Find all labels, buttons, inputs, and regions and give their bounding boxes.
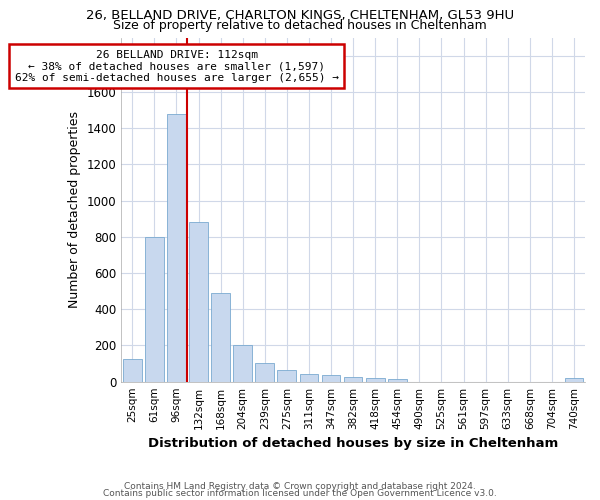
Bar [366, 378, 385, 382]
Text: 26, BELLAND DRIVE, CHARLTON KINGS, CHELTENHAM, GL53 9HU: 26, BELLAND DRIVE, CHARLTON KINGS, CHELT… [86, 9, 514, 22]
Text: Contains HM Land Registry data © Crown copyright and database right 2024.: Contains HM Land Registry data © Crown c… [124, 482, 476, 491]
Bar [233, 344, 252, 382]
Bar [388, 379, 407, 382]
Bar [123, 359, 142, 382]
Y-axis label: Number of detached properties: Number of detached properties [68, 111, 81, 308]
Text: Size of property relative to detached houses in Cheltenham: Size of property relative to detached ho… [113, 19, 487, 32]
Bar [344, 376, 362, 382]
Bar [256, 362, 274, 382]
Text: Contains public sector information licensed under the Open Government Licence v3: Contains public sector information licen… [103, 489, 497, 498]
Bar [211, 293, 230, 382]
Bar [299, 374, 319, 382]
X-axis label: Distribution of detached houses by size in Cheltenham: Distribution of detached houses by size … [148, 437, 558, 450]
Bar [189, 222, 208, 382]
Text: 26 BELLAND DRIVE: 112sqm
← 38% of detached houses are smaller (1,597)
62% of sem: 26 BELLAND DRIVE: 112sqm ← 38% of detach… [15, 50, 339, 82]
Bar [167, 114, 186, 382]
Bar [277, 370, 296, 382]
Bar [145, 237, 164, 382]
Bar [565, 378, 583, 382]
Bar [322, 376, 340, 382]
